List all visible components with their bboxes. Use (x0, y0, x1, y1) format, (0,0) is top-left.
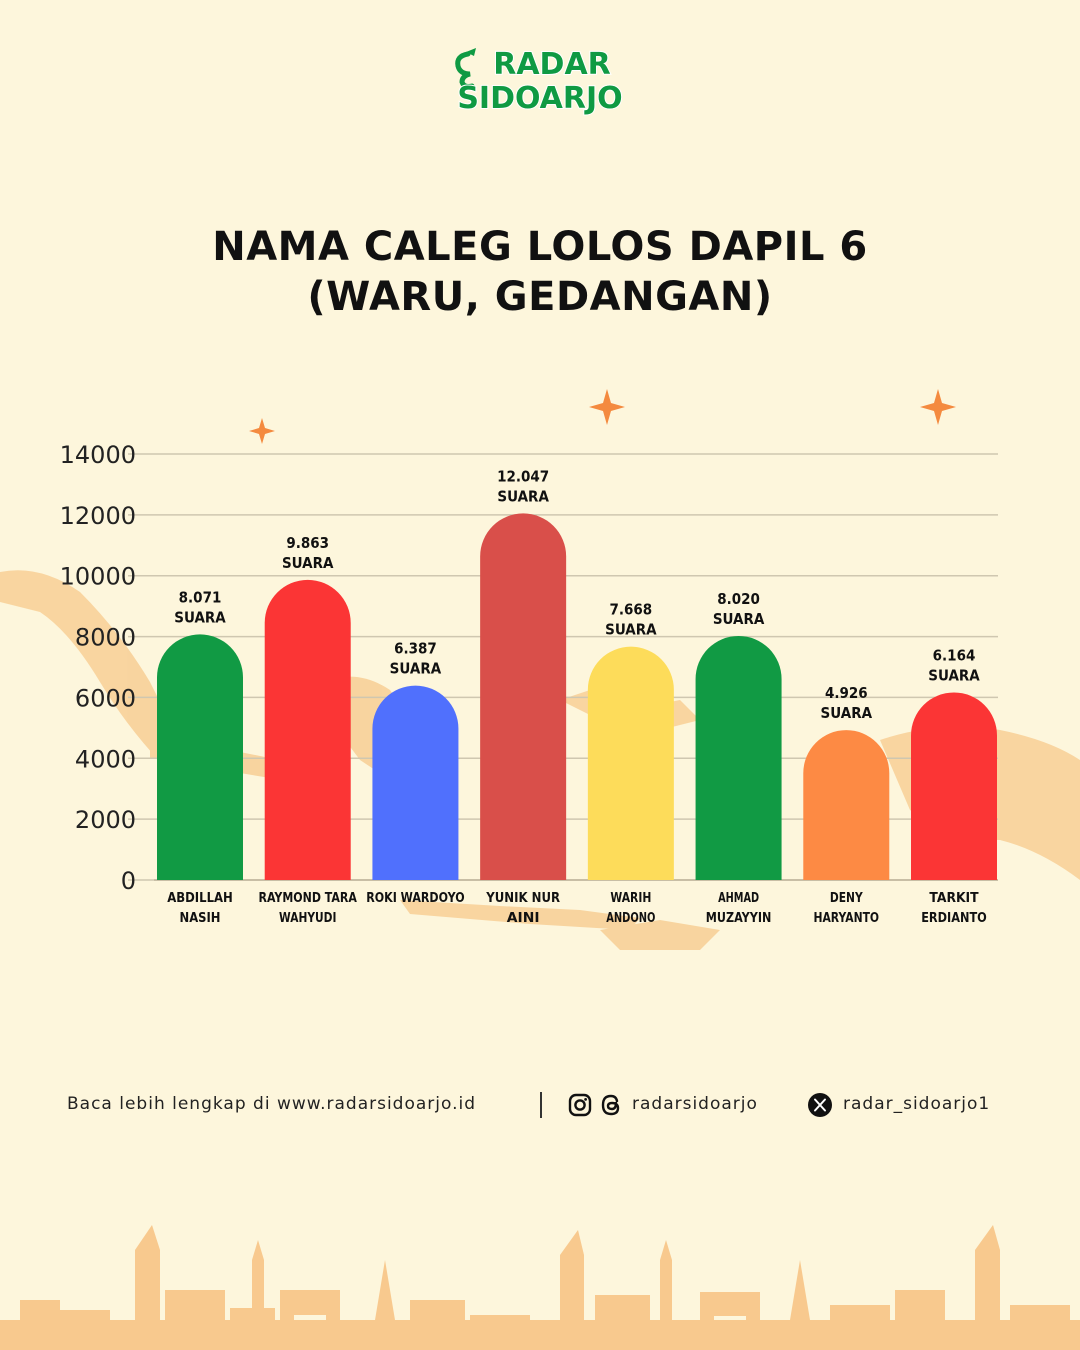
category-label: WARIH (610, 891, 651, 906)
footer: Baca lebih lengkap di www.radarsidoarjo.… (0, 1090, 1080, 1122)
value-label: 8.071 (179, 588, 222, 606)
y-tick-label: 8000 (75, 624, 136, 652)
chart-bars (157, 513, 997, 880)
value-unit-label: SUARA (605, 621, 657, 639)
bar-chart: 0 2000 4000 6000 8000 10000 12000 14000 8.071 SU… (0, 389, 1080, 950)
y-tick-label: 0 (121, 867, 136, 895)
category-label: TARKIT (929, 891, 978, 906)
logo-emblem-icon (455, 48, 476, 89)
category-label: ABDILLAH (167, 891, 233, 906)
category-label: ROKI WARDOYO (366, 891, 464, 906)
value-label: 6.164 (933, 646, 976, 664)
bar (695, 635, 782, 880)
bar (264, 579, 351, 880)
bar (372, 685, 459, 880)
read-more-link[interactable]: Baca lebih lengkap di www.radarsidoarjo.… (67, 1094, 477, 1114)
star-icon (249, 418, 275, 444)
logo-line2: SIDOARJO (457, 81, 622, 116)
page-title: NAMA CALEG LOLOS DAPIL 6 (WARU, GEDANGAN… (0, 222, 1080, 322)
chart-value-labels: 8.071 SUARA 9.863 SUARA 6.387 SUARA 12.047 SUAR… (174, 467, 980, 722)
title-line2: (WARU, GEDANGAN) (307, 274, 773, 320)
category-label: AINI (507, 911, 540, 926)
category-label: ERDIANTO (921, 911, 987, 926)
x-handle[interactable]: radar_sidoarjo1 (843, 1094, 991, 1114)
category-label: YUNIK NUR (485, 891, 560, 906)
x-icon[interactable] (808, 1093, 832, 1117)
instagram-icon[interactable] (568, 1093, 592, 1117)
category-label: NASIH (180, 911, 221, 926)
value-unit-label: SUARA (497, 487, 549, 505)
y-tick-label: 2000 (75, 806, 136, 834)
value-unit-label: SUARA (821, 704, 873, 722)
skyline-decoration (0, 1225, 1080, 1350)
y-tick-label: 6000 (75, 684, 136, 712)
value-label: 9.863 (286, 534, 329, 552)
bar (157, 634, 243, 880)
value-unit-label: SUARA (390, 660, 442, 678)
y-tick-label: 14000 (60, 441, 136, 469)
value-label: 7.668 (610, 601, 653, 619)
category-label: DENY (830, 891, 863, 906)
category-label: WAHYUDI (279, 911, 336, 926)
logo-line1: RADAR (493, 47, 611, 82)
value-label: 12.047 (497, 467, 549, 485)
value-unit-label: SUARA (174, 608, 226, 626)
bar (587, 646, 674, 880)
bar (480, 513, 567, 880)
star-decorations (249, 389, 956, 444)
title-line1: NAMA CALEG LOLOS DAPIL 6 (212, 224, 868, 270)
value-label: 4.926 (825, 684, 868, 702)
chart-category-labels: ABDILLAH NASIH RAYMOND TARA WAHYUDI ROKI WAR… (167, 891, 987, 926)
radar-sidoarjo-logo: RADAR SIDOARJO (455, 46, 624, 117)
category-label: AHMAD (718, 891, 759, 906)
value-unit-label: SUARA (713, 610, 765, 628)
category-label: ANDONO (606, 911, 655, 926)
category-label: MUZAYYIN (706, 911, 772, 926)
bar (911, 692, 997, 880)
y-tick-label: 4000 (75, 745, 136, 773)
category-label: RAYMOND TARA (259, 891, 357, 906)
value-unit-label: SUARA (282, 554, 334, 572)
y-axis-ticks: 0 2000 4000 6000 8000 10000 12000 14000 (60, 441, 136, 895)
y-tick-label: 12000 (60, 502, 136, 530)
threads-icon[interactable] (600, 1093, 624, 1117)
social-handle[interactable]: radarsidoarjo (632, 1094, 758, 1114)
category-label: HARYANTO (813, 911, 879, 926)
brand-logo: RADAR SIDOARJO (0, 40, 1080, 120)
value-unit-label: SUARA (928, 666, 980, 684)
value-label: 6.387 (394, 640, 437, 658)
bar (803, 730, 890, 880)
star-icon (589, 389, 625, 425)
value-label: 8.020 (717, 590, 760, 608)
star-icon (920, 389, 956, 425)
footer-divider (540, 1092, 542, 1118)
y-tick-label: 10000 (60, 563, 136, 591)
